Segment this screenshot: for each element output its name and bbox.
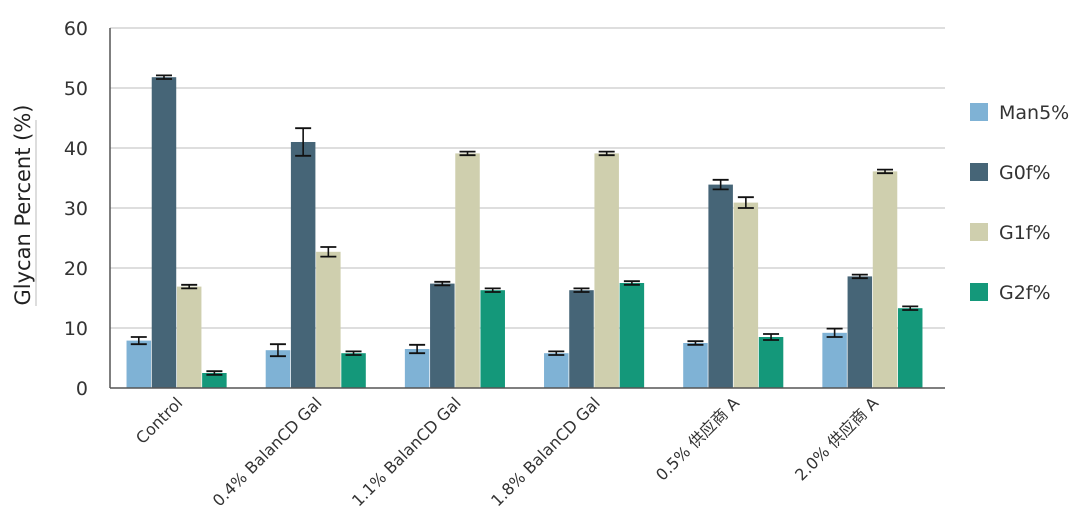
legend-swatch bbox=[970, 103, 988, 121]
legend-item-G1f: G1f% bbox=[970, 222, 1051, 244]
legend-item-Man5: Man5% bbox=[970, 102, 1069, 124]
bar-G2f-1 bbox=[341, 353, 366, 388]
error-bar bbox=[206, 370, 223, 376]
legend-swatch bbox=[970, 283, 988, 301]
error-bar bbox=[851, 273, 868, 280]
error-bar bbox=[320, 246, 337, 258]
bar-G0f-1 bbox=[290, 142, 316, 388]
error-bar bbox=[269, 343, 286, 358]
bar-G0f-5 bbox=[847, 276, 873, 388]
y-tick-label: 30 bbox=[64, 198, 88, 220]
bar-G2f-4 bbox=[758, 337, 784, 388]
x-category-label: 1.8% BalanCD Gal bbox=[487, 393, 604, 510]
bar-G2f-5 bbox=[897, 308, 923, 388]
error-bar bbox=[434, 280, 451, 287]
bar-G1f-5 bbox=[872, 171, 898, 388]
x-category-label: Control bbox=[132, 393, 186, 447]
bars bbox=[126, 77, 923, 388]
y-tick-label: 60 bbox=[64, 18, 88, 40]
error-bar bbox=[598, 150, 615, 157]
bar-Man5-4 bbox=[683, 343, 708, 388]
error-bar bbox=[459, 150, 476, 157]
axes bbox=[109, 28, 945, 389]
bar-G2f-3 bbox=[619, 283, 645, 388]
y-axis-label: Glycan Percent (%) bbox=[11, 105, 35, 306]
bar-G2f-2 bbox=[480, 290, 505, 388]
x-category-label: 1.1% BalanCD Gal bbox=[348, 393, 465, 510]
bar-Man5-5 bbox=[822, 332, 847, 388]
y-axis-ticks: 0 10 20 30 40 50 60 bbox=[64, 18, 88, 400]
bar-G1f-1 bbox=[316, 251, 341, 388]
legend: Man5% G0f% G1f% G2f% bbox=[970, 102, 1069, 304]
error-bar bbox=[826, 327, 843, 338]
error-bar bbox=[573, 287, 590, 293]
error-bar bbox=[877, 168, 894, 175]
gridlines bbox=[110, 27, 945, 329]
y-tick-label: 20 bbox=[64, 258, 88, 280]
bar-Man5-0 bbox=[126, 340, 152, 388]
bar-G1f-0 bbox=[176, 286, 202, 388]
bar-G1f-4 bbox=[733, 202, 759, 388]
legend-item-G0f: G0f% bbox=[970, 162, 1051, 184]
legend-swatch bbox=[970, 223, 988, 241]
error-bar bbox=[687, 340, 704, 346]
y-tick-label: 50 bbox=[64, 78, 88, 100]
legend-label: G1f% bbox=[999, 222, 1051, 244]
error-bar bbox=[409, 343, 426, 355]
y-tick-label: 10 bbox=[64, 318, 88, 340]
error-bar bbox=[548, 350, 565, 356]
legend-label: G0f% bbox=[999, 162, 1051, 184]
legend-item-G2f: G2f% bbox=[970, 282, 1051, 304]
error-bar bbox=[902, 305, 919, 311]
error-bar bbox=[712, 178, 729, 191]
error-bar bbox=[181, 283, 198, 290]
y-tick-label: 40 bbox=[64, 138, 88, 160]
bar-G0f-2 bbox=[430, 283, 455, 388]
x-category-label: 2.0% 供应商 A bbox=[791, 393, 882, 484]
bar-G1f-2 bbox=[455, 153, 480, 388]
error-bar bbox=[295, 127, 312, 157]
bar-Man5-3 bbox=[544, 353, 569, 388]
bar-G2f-0 bbox=[202, 373, 227, 388]
error-bar bbox=[623, 280, 640, 286]
x-axis-category-labels: Control 0.4% BalanCD Gal 1.1% BalanCD Gal 1… bbox=[132, 393, 882, 510]
error-bar bbox=[155, 74, 172, 80]
error-bars bbox=[130, 74, 919, 376]
legend-label: Man5% bbox=[999, 102, 1069, 124]
y-tick-label: 0 bbox=[76, 378, 88, 400]
error-bar bbox=[345, 350, 362, 356]
error-bar bbox=[737, 196, 754, 209]
bar-G0f-4 bbox=[708, 184, 733, 388]
bar-Man5-2 bbox=[404, 349, 430, 388]
legend-swatch bbox=[970, 163, 988, 181]
x-category-label: 0.5% 供应商 A bbox=[652, 393, 743, 484]
legend-label: G2f% bbox=[999, 282, 1051, 304]
x-category-label: 0.4% BalanCD Gal bbox=[209, 393, 326, 510]
bar-G0f-3 bbox=[569, 290, 594, 388]
bar-G1f-3 bbox=[594, 153, 619, 388]
error-bar bbox=[763, 333, 780, 341]
bar-G0f-0 bbox=[151, 77, 177, 388]
error-bar bbox=[130, 336, 147, 346]
error-bar bbox=[484, 287, 501, 293]
